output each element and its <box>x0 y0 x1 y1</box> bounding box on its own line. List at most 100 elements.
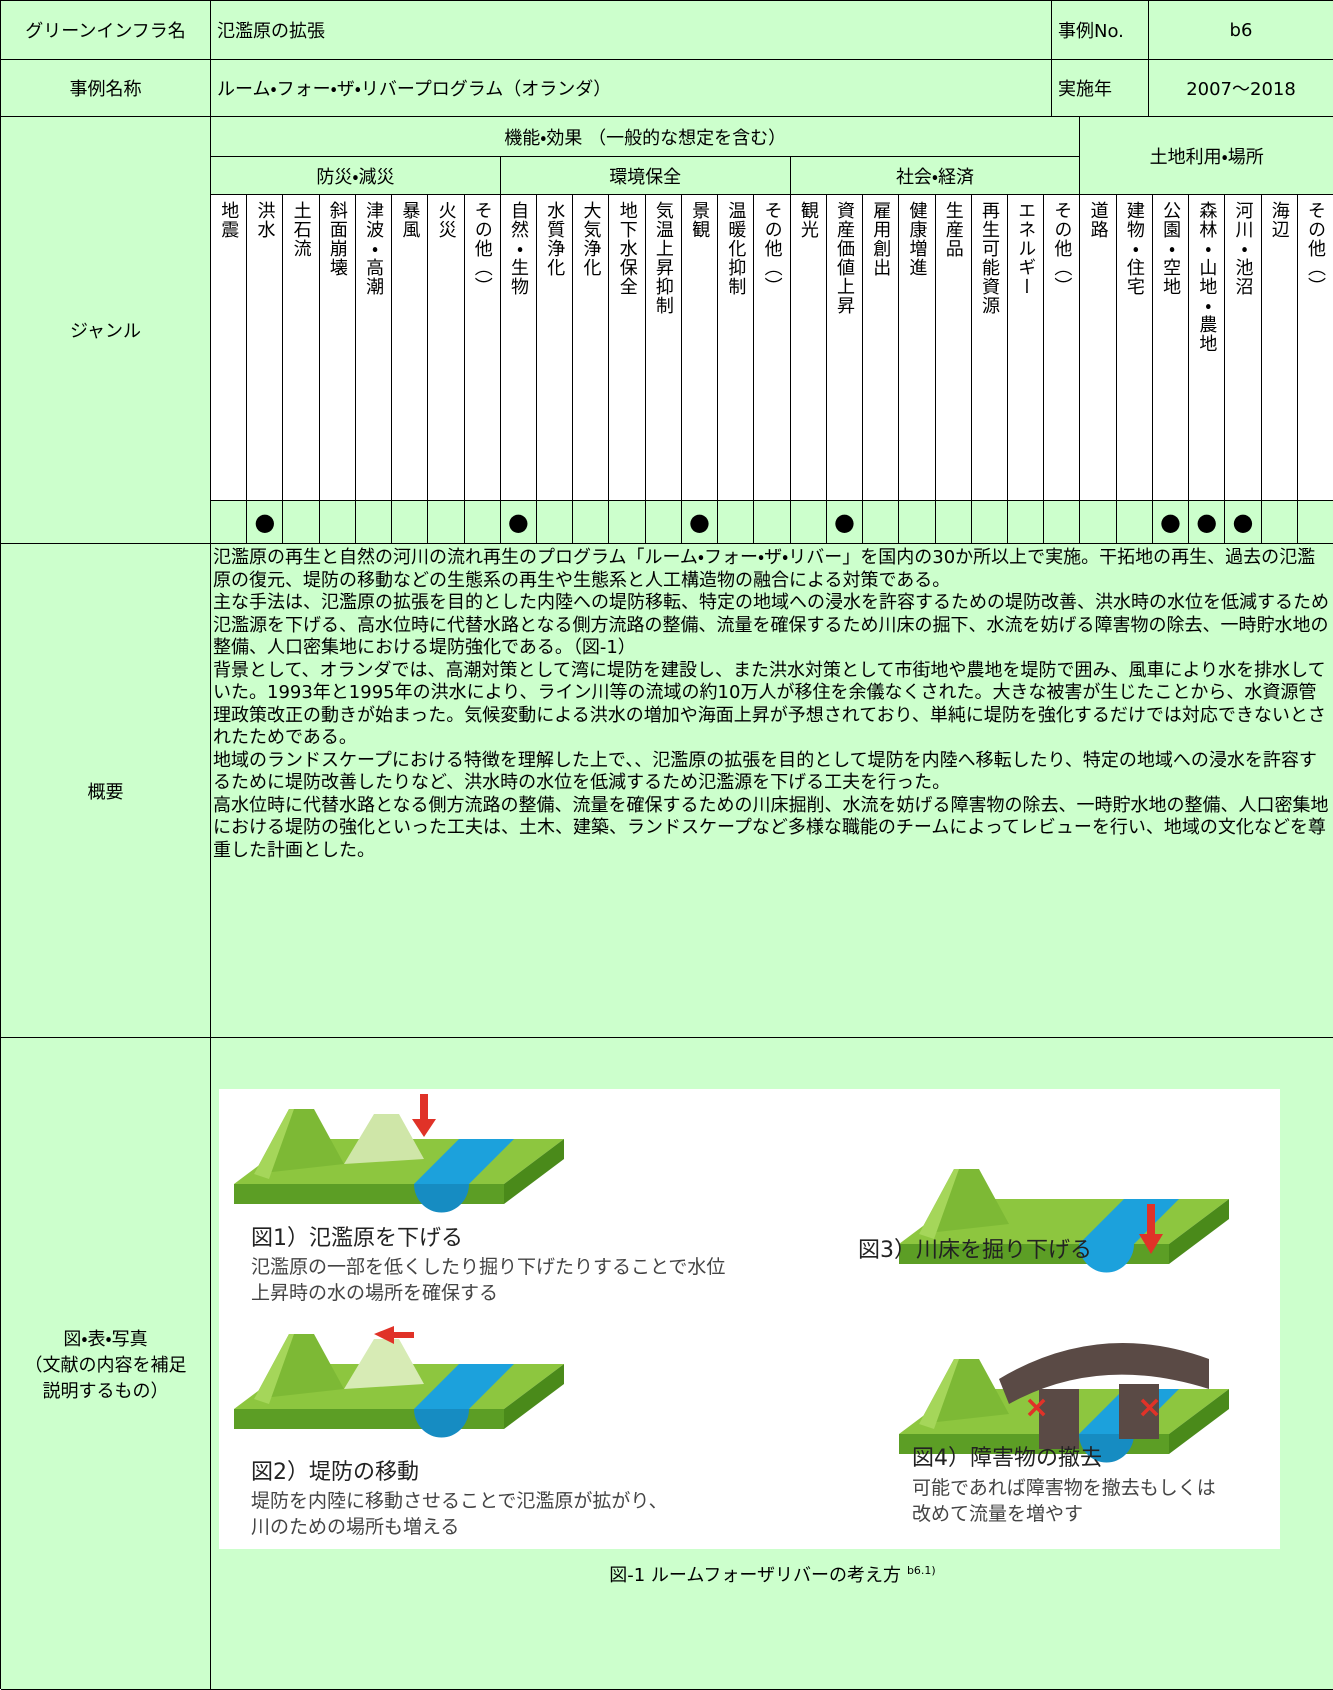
dyke-face <box>919 1169 959 1239</box>
genre-mark-empty <box>283 501 320 544</box>
panel-title: 図3）川床を掘り下げる <box>858 1238 1092 1263</box>
genre-mark-empty <box>609 501 646 544</box>
genre-mark: ● <box>1225 501 1262 544</box>
genre-item: 雇用創出 <box>863 195 900 501</box>
red-arrow <box>1139 1204 1163 1254</box>
genre-item: その他（） <box>1297 195 1333 501</box>
genre-mark-empty <box>573 501 610 544</box>
genre-mark: ● <box>247 501 284 544</box>
label-cell: 事例名称 <box>1 60 211 117</box>
panel-title: 図4）障害物の撤去 <box>912 1446 1102 1471</box>
genre-mark-empty <box>863 501 900 544</box>
genre-item: 温暖化抑制 <box>718 195 755 501</box>
genre-item: エネルギー <box>1007 195 1045 501</box>
genre-mark-empty <box>1261 501 1298 544</box>
dyke-face <box>254 1109 294 1179</box>
genre-item: 土石流 <box>283 195 320 501</box>
genre-mark-empty <box>392 501 429 544</box>
panel-text: 堤防を内陸に移動させることで氾濫原が拡がり、 <box>251 1490 668 1512</box>
label-cell: 概要 <box>1 544 211 1038</box>
dyke-face <box>254 1334 294 1404</box>
section-title: 機能・効果 （一般的な想定を含む） <box>211 117 1081 157</box>
genre-mark-empty <box>718 501 755 544</box>
obstacle <box>1119 1384 1159 1439</box>
label-line: （文献の内容を補足 <box>24 1354 187 1376</box>
river-bed <box>1079 1434 1134 1463</box>
genre-mark-empty <box>790 501 827 544</box>
genre-mark-empty <box>211 501 248 544</box>
group-title: 防災・減災 <box>211 157 501 195</box>
genre-item: 建物・住宅 <box>1116 195 1153 501</box>
label-cell: 図・表・写真 （文献の内容を補足 説明するもの） <box>1 1038 211 1690</box>
river <box>414 1364 514 1409</box>
genre-mark-empty <box>645 501 682 544</box>
genre-mark-empty <box>1080 501 1117 544</box>
genre-mark-empty <box>1116 501 1153 544</box>
genre-mark-empty <box>464 501 501 544</box>
ground-side <box>1169 1199 1229 1264</box>
genre-item: 再生可能資源 <box>971 195 1008 501</box>
genre-item: 大気浄化 <box>573 195 610 501</box>
group-title: 環境保全 <box>500 157 791 195</box>
dyke-face <box>919 1359 959 1429</box>
genre-item: 河川・池沼 <box>1225 195 1262 501</box>
river-bed <box>1079 1244 1134 1273</box>
river-bed <box>414 1184 469 1213</box>
red-x: × <box>1137 1390 1162 1425</box>
genre-item: 洪水 <box>247 195 284 501</box>
genre-mark: ● <box>500 501 538 544</box>
summary-paragraph: 主な手法は、氾濫原の拡張を目的とした内陸への堤防移転、特定の地域への浸水を許容す… <box>213 592 1329 658</box>
genre-mark: ● <box>826 501 864 544</box>
obstacle <box>1039 1389 1079 1449</box>
genre-item: 水質浄化 <box>537 195 574 501</box>
label-cell: 実施年 <box>1052 60 1149 117</box>
dyke <box>344 1339 424 1389</box>
ground-side <box>1169 1389 1229 1454</box>
genre-mark-empty <box>428 501 465 544</box>
summary-paragraph: 高水位時に代替水路となる側方流路の整備、流量を確保するための川床掘削、水流を妨げ… <box>213 794 1329 861</box>
panel-text: 氾濫原の一部を低くしたり掘り下げたりすることで水位 <box>251 1256 725 1278</box>
genre-mark-empty <box>319 501 356 544</box>
genre-item: その他（） <box>464 195 501 501</box>
genre-item: 健康増進 <box>899 195 936 501</box>
genre-item: 自然・生物 <box>500 195 538 501</box>
panel-title: 図1）氾濫原を下げる <box>251 1226 463 1251</box>
genre-item: 暴風 <box>392 195 429 501</box>
river <box>414 1139 514 1184</box>
genre-item: 観光 <box>790 195 827 501</box>
summary-paragraph: 氾濫原の再生と自然の河川の流れ再生のプログラム「ルーム・フォー・ザ・リバー」を国… <box>213 547 1316 591</box>
panel-text: 川のための場所も増える <box>251 1516 459 1538</box>
genre-item: 地下水保全 <box>609 195 646 501</box>
summary-text: 氾濫原の再生と自然の河川の流れ再生のプログラム「ルーム・フォー・ザ・リバー」を国… <box>213 547 1329 862</box>
label-line: 図・表・写真 <box>63 1328 148 1350</box>
genre-mark-empty <box>754 501 791 544</box>
summary-paragraph: 地域のランドスケープにおける特徴を理解した上で、、氾濫原の拡張を目的として堤防を… <box>213 749 1317 794</box>
genre-mark: ● <box>681 501 719 544</box>
genre-item: 津波・高潮 <box>355 195 393 501</box>
caption-ref: b6.1) <box>906 1564 936 1577</box>
ground-side <box>504 1364 564 1429</box>
genre-mark-empty <box>971 501 1008 544</box>
river-bed <box>414 1409 469 1438</box>
genre-item: 資産価値上昇 <box>826 195 864 501</box>
genre-mark: ● <box>1152 501 1190 544</box>
genre-mark-empty <box>1007 501 1045 544</box>
genre-mark-empty <box>935 501 972 544</box>
label-cell: ジャンル <box>1 117 211 544</box>
genre-mark-empty <box>537 501 574 544</box>
genre-item: 火災 <box>428 195 465 501</box>
value-cell: 2007〜2018 <box>1149 60 1333 117</box>
label-line: 説明するもの） <box>42 1380 169 1402</box>
ground-side <box>504 1139 564 1204</box>
summary-paragraph: 背景として、オランダでは、高潮対策として湾に堤防を建設し、また洪水対策として市街… <box>213 659 1326 749</box>
genre-item: 海辺 <box>1261 195 1298 501</box>
value-cell: 氾濫原の拡張 <box>211 1 1052 60</box>
genre-mark: ● <box>1189 501 1226 544</box>
genre-item: 道路 <box>1080 195 1117 501</box>
genre-mark-empty <box>1044 501 1081 544</box>
value-cell: b6 <box>1149 1 1333 60</box>
value-cell: ルーム・フォー・ザ・リバープログラム（オランダ） <box>211 60 1052 117</box>
genre-mark-empty <box>899 501 936 544</box>
genre-item: 公園・空地 <box>1152 195 1190 501</box>
